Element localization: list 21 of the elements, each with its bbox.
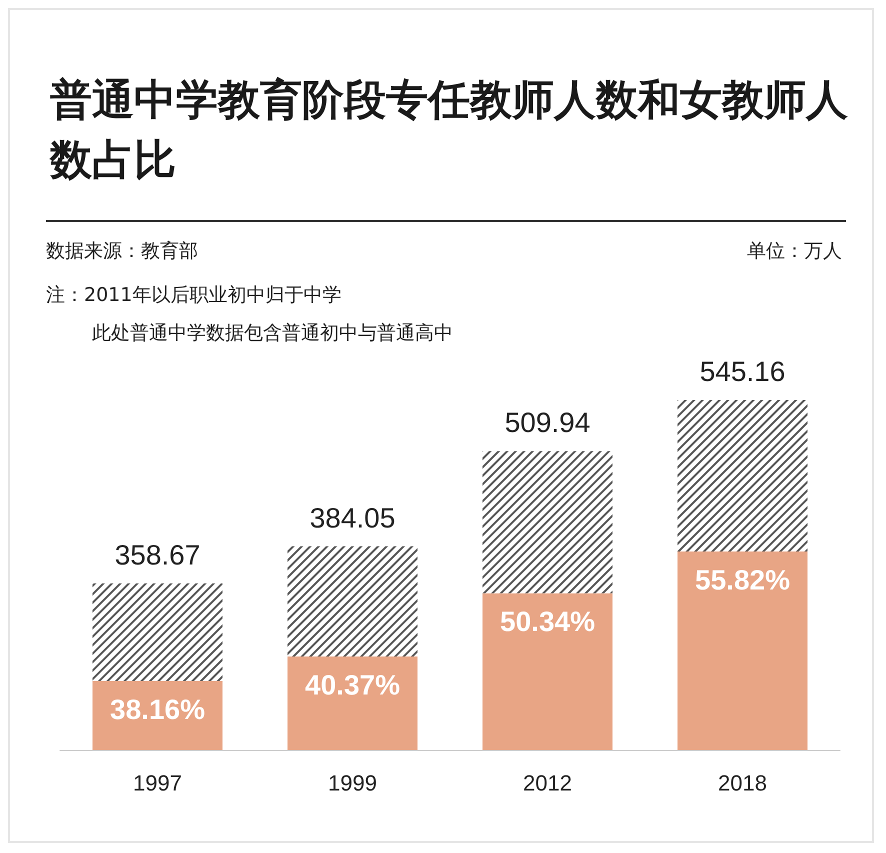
text: 注：2011年以后职业初中归于中学 — [46, 283, 342, 308]
x-tick-label: 2018 — [718, 770, 767, 796]
x-tick-label: 1999 — [328, 770, 377, 796]
text: 单位：万人 — [747, 239, 842, 264]
annotation: 38.16% — [110, 694, 206, 726]
annotation: 545.16 — [700, 356, 786, 387]
annotation: 509.94 — [504, 407, 590, 438]
annotation: 358.67 — [114, 539, 200, 570]
annotation: 384.05 — [310, 502, 396, 534]
x-tick-label: 2012 — [523, 770, 572, 796]
chart-title: 普通中学教育阶段专任教师人数和女教师人数占比 — [50, 74, 849, 186]
text: 此处普通中学数据包含普通初中与普通高中 — [92, 321, 453, 346]
source-note: 数据来源：教育部 — [46, 239, 198, 264]
annotation: 55.82% — [695, 564, 790, 596]
x-tick-label: 1997 — [133, 770, 182, 796]
bar — [482, 593, 612, 750]
annotation: 40.37% — [305, 670, 400, 701]
bar — [288, 656, 418, 750]
bar — [92, 681, 222, 750]
annotation: 50.34% — [500, 606, 596, 638]
bar — [678, 552, 808, 750]
